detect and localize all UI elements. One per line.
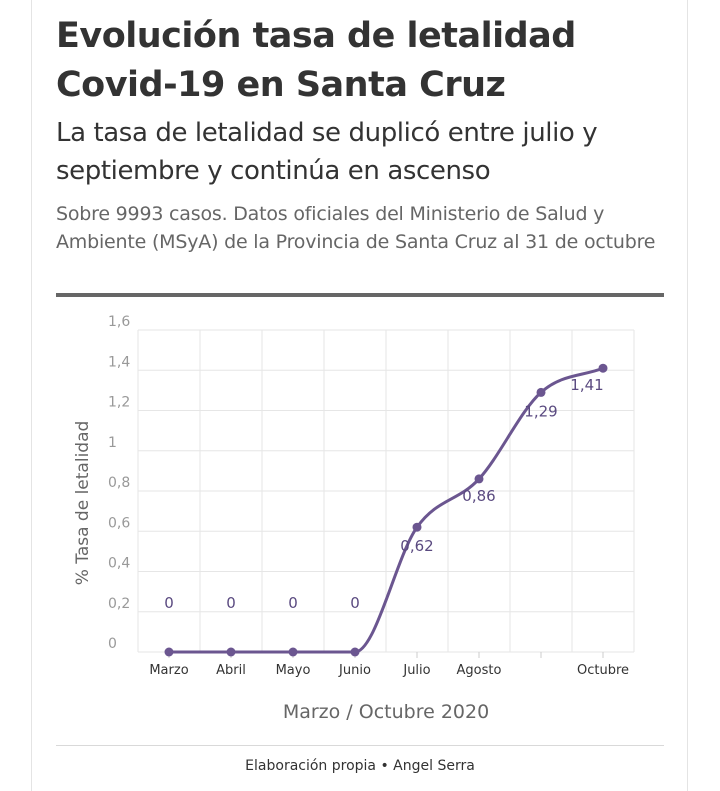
data-label: 1,29 — [524, 402, 557, 420]
y-tick-label: 0,6 — [108, 515, 130, 531]
data-label: 0 — [164, 594, 174, 612]
y-axis-title: % Tasa de letalidad — [73, 421, 93, 586]
y-tick-label: 0,4 — [108, 556, 130, 572]
credit-text: Elaboración propia • Angel Serra — [245, 758, 475, 774]
chart-subtitle: La tasa de letalidad se duplicó entre ju… — [56, 118, 598, 186]
data-label: 0 — [288, 594, 298, 612]
series-line — [168, 366, 604, 654]
x-tick-label: Octubre — [577, 663, 629, 678]
x-tick-label: Julio — [402, 663, 430, 678]
data-label: 0 — [226, 594, 236, 612]
source-note: Sobre 9993 casos. Datos oficiales del Mi… — [56, 203, 656, 253]
x-tick-label: Marzo — [149, 663, 188, 678]
line-chart: 0 0,2 0,4 0,6 0,8 1 1,2 1,4 1,6 Marzo Abril Mayo Jun… — [73, 314, 635, 723]
x-tick-label: Abril — [216, 663, 246, 678]
x-tick-label: Mayo — [276, 663, 311, 678]
data-point — [164, 647, 174, 657]
data-point — [536, 387, 546, 397]
data-point — [598, 363, 608, 373]
y-tick-label: 1,4 — [108, 354, 130, 370]
data-label: 0,62 — [400, 537, 433, 555]
footer-divider — [56, 745, 664, 746]
x-tick-label: Agosto — [457, 663, 502, 678]
y-tick-label: 0 — [108, 636, 117, 652]
x-tick-label: Junio — [338, 663, 371, 678]
data-label: 0 — [350, 594, 360, 612]
chart-card — [31, 0, 688, 791]
data-point — [350, 647, 360, 657]
y-tick-label: 1 — [108, 435, 117, 451]
y-tick-label: 0,8 — [108, 475, 130, 491]
y-tick-label: 0,2 — [108, 596, 130, 612]
header-divider — [56, 293, 664, 297]
chart-title: Evolución tasa de letalidad Covid-19 en … — [56, 16, 576, 105]
data-label: 1,41 — [570, 376, 603, 394]
y-tick-label: 1,6 — [108, 314, 130, 330]
x-axis-title: Marzo / Octubre 2020 — [283, 701, 489, 723]
data-label: 0,86 — [462, 487, 495, 505]
data-point — [474, 474, 484, 484]
data-point — [412, 522, 422, 532]
data-point — [288, 647, 298, 657]
y-tick-label: 1,2 — [108, 395, 130, 411]
data-point — [226, 647, 236, 657]
